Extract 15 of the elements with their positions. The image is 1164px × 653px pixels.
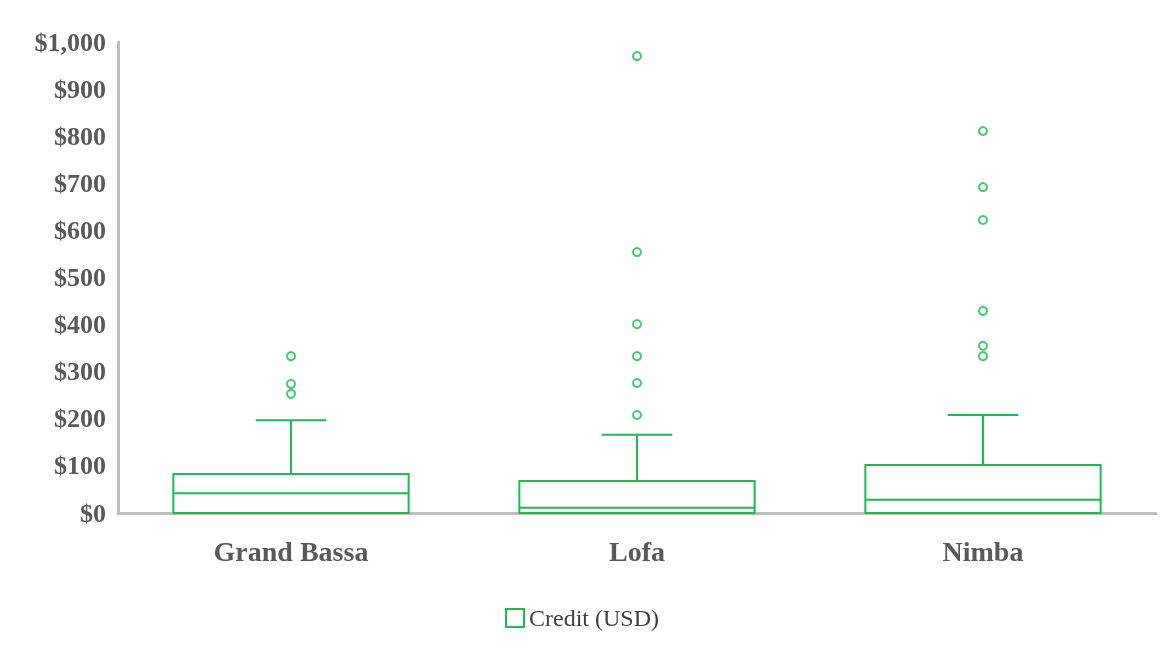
y-tick-label: $900 [54, 74, 106, 104]
y-tick-label: $700 [54, 168, 106, 198]
x-tick-label: Lofa [609, 535, 665, 567]
y-tick-label: $0 [80, 498, 106, 528]
x-tick-label: Nimba [942, 535, 1024, 567]
y-tick-label: $1,000 [34, 27, 106, 57]
y-tick-label: $100 [54, 451, 106, 481]
y-tick-label: $300 [54, 357, 106, 387]
y-tick-label: $800 [54, 121, 106, 151]
y-tick-label: $500 [54, 263, 106, 292]
legend-label: Credit (USD) [529, 605, 659, 631]
y-tick-label: $600 [54, 215, 106, 245]
y-tick-label: $200 [54, 404, 106, 434]
y-tick-label: $400 [54, 310, 106, 340]
x-tick-label: Grand Bassa [213, 535, 369, 567]
